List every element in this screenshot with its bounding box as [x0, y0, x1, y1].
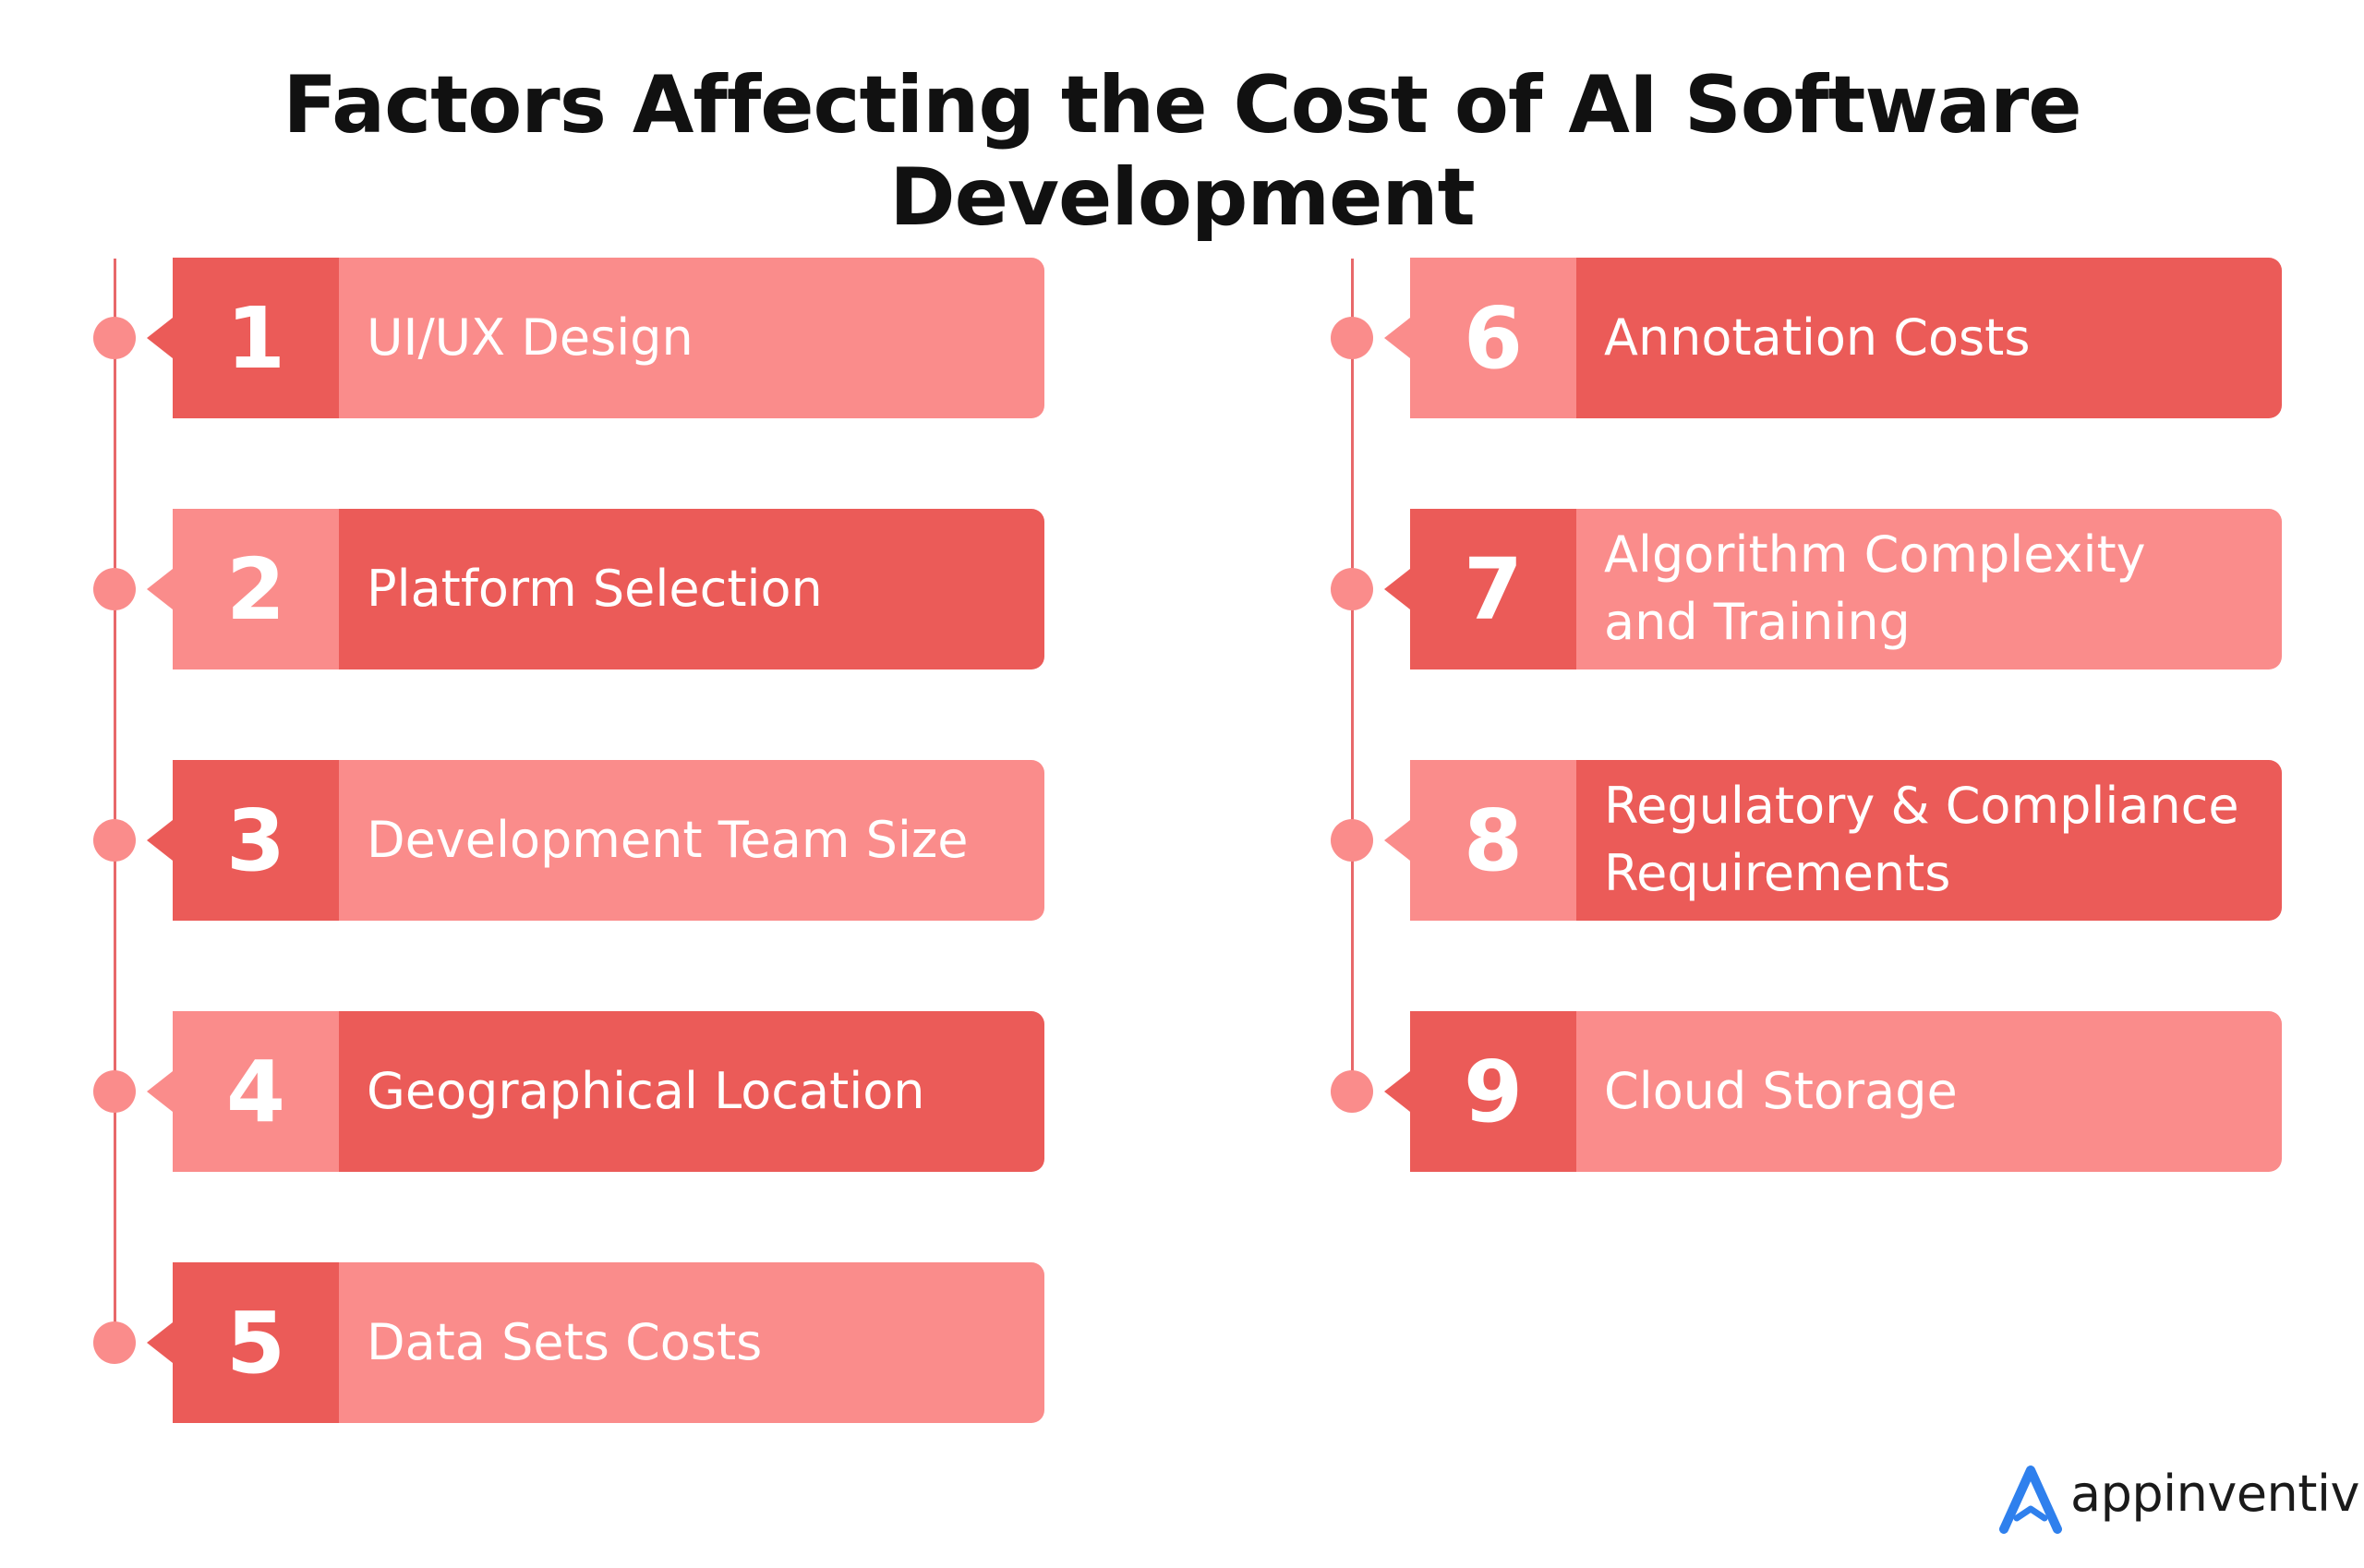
- timeline-dot: [1331, 568, 1373, 610]
- factor-number: 7: [1410, 509, 1576, 669]
- factor-label: Data Sets Costs: [339, 1262, 1044, 1423]
- factor-number: 9: [1410, 1011, 1576, 1172]
- factor-label: Regulatory & Compliance Requirements: [1576, 760, 2282, 921]
- factor-label: Annotation Costs: [1576, 258, 2282, 418]
- factor-number: 2: [173, 509, 339, 669]
- factor-label: Geographical Location: [339, 1011, 1044, 1172]
- pointer-arrow: [147, 820, 173, 861]
- pointer-arrow: [147, 1071, 173, 1112]
- brand-logo: appinventiv: [1995, 1461, 2359, 1538]
- timeline-dot: [93, 1321, 136, 1364]
- brand-name: appinventiv: [2070, 1465, 2359, 1523]
- timeline-dot: [93, 568, 136, 610]
- factor-item-9: 9 Cloud Storage: [1331, 1011, 2282, 1172]
- factor-label: Algorithm Complexity and Training: [1576, 509, 2282, 669]
- pointer-arrow: [1384, 1071, 1410, 1112]
- page-title: Factors Affecting the Cost of AI Softwar…: [283, 59, 2081, 244]
- factor-label: Development Team Size: [339, 760, 1044, 921]
- factor-item-5: 5 Data Sets Costs: [93, 1262, 1044, 1423]
- pointer-arrow: [1384, 318, 1410, 358]
- factor-label: UI/UX Design: [339, 258, 1044, 418]
- factor-item-8: 8 Regulatory & Compliance Requirements: [1331, 760, 2282, 921]
- timeline-dot: [93, 317, 136, 359]
- factor-number: 8: [1410, 760, 1576, 921]
- pointer-arrow: [1384, 569, 1410, 609]
- factor-label: Cloud Storage: [1576, 1011, 2282, 1172]
- factor-item-2: 2 Platform Selection: [93, 509, 1044, 669]
- pointer-arrow: [1384, 820, 1410, 861]
- timeline-dot: [1331, 819, 1373, 862]
- pointer-arrow: [147, 318, 173, 358]
- factor-number: 1: [173, 258, 339, 418]
- factor-number: 3: [173, 760, 339, 921]
- pointer-arrow: [147, 1322, 173, 1363]
- factor-item-3: 3 Development Team Size: [93, 760, 1044, 921]
- timeline-line-right: [1351, 259, 1354, 1090]
- factor-item-6: 6 Annotation Costs: [1331, 258, 2282, 418]
- timeline-dot: [93, 1070, 136, 1113]
- factor-item-1: 1 UI/UX Design: [93, 258, 1044, 418]
- factor-item-7: 7 Algorithm Complexity and Training: [1331, 509, 2282, 669]
- factor-number: 6: [1410, 258, 1576, 418]
- factor-number: 4: [173, 1011, 339, 1172]
- timeline-dot: [1331, 1070, 1373, 1113]
- timeline-dot: [93, 819, 136, 862]
- pointer-arrow: [147, 569, 173, 609]
- appinventiv-logo-icon: [1999, 1465, 2062, 1534]
- factor-number: 5: [173, 1262, 339, 1423]
- factor-item-4: 4 Geographical Location: [93, 1011, 1044, 1172]
- timeline-dot: [1331, 317, 1373, 359]
- factor-label: Platform Selection: [339, 509, 1044, 669]
- timeline-line-left: [114, 259, 116, 1344]
